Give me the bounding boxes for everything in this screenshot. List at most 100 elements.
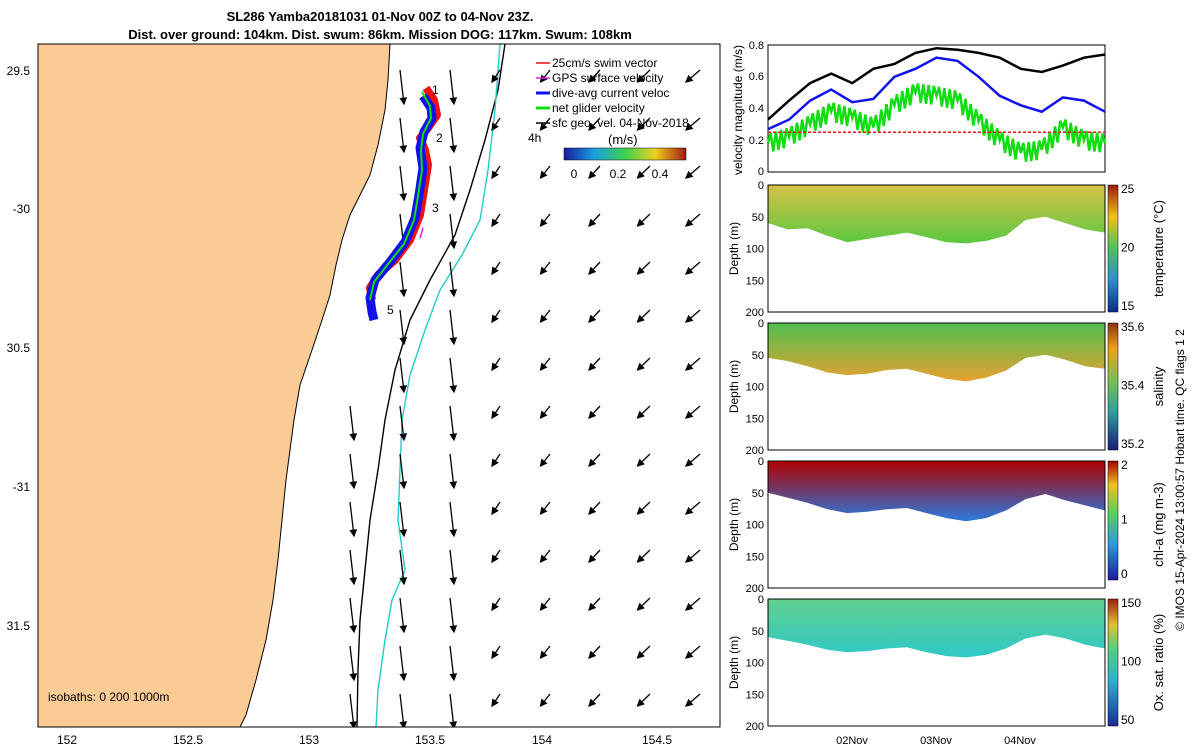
section-ylabel: Depth (m) [727, 360, 741, 413]
section-colorbar-tick: 35.6 [1121, 320, 1145, 334]
section-x-tick: 04Nov [1004, 735, 1036, 747]
map-colorbar-ticks: 0 0.2 0.4 [571, 167, 669, 181]
vector-arrow [399, 213, 408, 250]
section-ylabel: Depth (m) [727, 636, 741, 689]
vector-arrow [685, 453, 701, 467]
vector-arrow [349, 597, 358, 634]
vector-arrow [685, 693, 701, 707]
vector-arrow [685, 357, 701, 371]
vel-y-tick: 0 [758, 166, 764, 178]
section-axes-bg [768, 323, 1105, 450]
vector-arrow [449, 501, 458, 538]
section-axes-bg [768, 461, 1105, 588]
vector-arrow [588, 213, 601, 227]
vector-arrow [491, 357, 501, 372]
vector-arrow [539, 453, 551, 468]
section-ylabel: Depth (m) [727, 498, 741, 551]
map-panel: 1 2 3 4h 5 152 152.5 153 153.5 154 154.5… [7, 43, 751, 747]
glider-track-blue [365, 93, 437, 322]
land-mass [38, 44, 391, 727]
vector-arrow [636, 309, 651, 323]
section-y-tick: 50 [752, 626, 764, 638]
map-y-tick: 30.5 [7, 341, 31, 355]
vector-arrow [735, 502, 751, 514]
velocity-series [766, 46, 1107, 162]
vel-y-tick: 0.4 [749, 103, 764, 115]
map-colorbar-tick: 0.4 [652, 167, 669, 181]
vector-arrow [735, 406, 751, 418]
vector-arrow [399, 453, 408, 490]
vector-arrow [735, 310, 751, 322]
section-salinity: 0 50 100 150 200 Depth (m) 35.6 35.4 35.2 salinit… [727, 318, 1166, 457]
vector-arrow [349, 405, 358, 442]
vector-arrow [588, 501, 601, 515]
section-y-tick: 100 [746, 382, 764, 394]
section-data-fill [768, 323, 1105, 382]
section-y-tick: 0 [758, 594, 764, 606]
legend-net: net glider velocity [552, 101, 645, 115]
map-y-ticks: 29.5 -30 30.5 -31 31.5 [7, 64, 31, 633]
vector-arrow [449, 549, 458, 586]
vector-arrow [588, 309, 601, 323]
section-axes-bg [768, 185, 1105, 312]
map-y-tick: -31 [13, 480, 31, 494]
vector-arrow [685, 549, 701, 563]
vector-arrow [588, 549, 601, 563]
vector-arrow [539, 261, 551, 276]
section-x-tick: 02Nov [836, 735, 868, 747]
velocity-panel: 0 0.2 0.4 0.6 0.8 velocity magnitude (m/… [731, 40, 1107, 178]
section-colorbar-label: Ox. sat. ratio (%) [1151, 614, 1166, 712]
vector-arrow [636, 165, 651, 179]
vector-arrow [399, 261, 408, 298]
velocity-line-1 [767, 56, 1106, 131]
map-border [37, 43, 721, 728]
vector-arrow [636, 69, 651, 83]
map-x-tick: 152.5 [173, 733, 203, 747]
vector-arrow [491, 693, 501, 708]
map-y-tick: 29.5 [7, 64, 31, 78]
section-colorbar-tick: 20 [1121, 241, 1135, 255]
section-y-tick: 50 [752, 488, 764, 500]
section-axes-border [767, 598, 1106, 727]
velocity-line-0 [767, 46, 1106, 121]
section-colorbar-label: chl-a (mg m-3) [1151, 482, 1166, 567]
vector-arrow [735, 166, 751, 178]
section-y-tick: 200 [746, 307, 764, 319]
vector-arrow [349, 501, 358, 538]
section-colorbar [1107, 598, 1119, 727]
section-colorbar-tick: 100 [1121, 655, 1141, 669]
section-y-tick: 100 [746, 244, 764, 256]
map-x-tick: 154 [532, 733, 552, 747]
vector-arrow [735, 694, 751, 706]
vector-arrow [491, 261, 501, 276]
section-colorbar-tick: 1 [1121, 513, 1128, 527]
vector-arrow [735, 262, 751, 274]
vector-arrow [636, 645, 651, 659]
track-label-1: 1 [432, 83, 439, 97]
section-colorbar-tick: 0 [1121, 567, 1128, 581]
legend-gps: GPS surface velocity [552, 71, 663, 85]
section-y-tick: 100 [746, 658, 764, 670]
vector-arrow [491, 213, 501, 228]
section-colorbar [1107, 322, 1119, 451]
section-x-tick: 03Nov [920, 735, 952, 747]
vector-arrow [539, 69, 551, 84]
map-legend: 25cm/s swim vector GPS surface velocity … [536, 56, 689, 130]
section-ylabel: Depth (m) [727, 222, 741, 275]
vector-arrow [449, 309, 458, 346]
vector-arrow [588, 453, 601, 467]
section-axes-border [767, 322, 1106, 451]
vector-arrow [636, 597, 651, 611]
vector-arrow [636, 261, 651, 275]
section-y-tick: 150 [746, 275, 764, 287]
vector-arrow [636, 693, 651, 707]
vector-arrow [539, 549, 551, 564]
vector-arrow [539, 693, 551, 708]
vector-arrow [539, 213, 551, 228]
vector-arrow [685, 645, 701, 659]
section-axes-border [767, 184, 1106, 313]
vector-arrow [399, 117, 408, 154]
vector-arrow [399, 501, 408, 538]
vector-arrow [491, 165, 501, 180]
vector-arrow [636, 213, 651, 227]
